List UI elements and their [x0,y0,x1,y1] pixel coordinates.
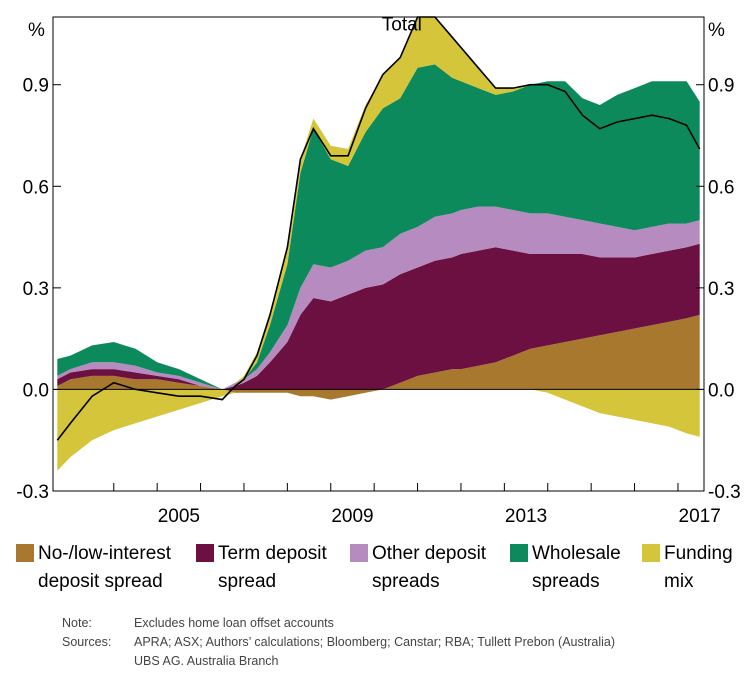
x-tick-label: 2005 [158,506,200,527]
legend-label-line2: mix [664,571,694,592]
x-ticks: 2005 2009 2013 2017 [113,483,721,527]
x-tick-label: 2009 [331,506,373,527]
legend-label-line2: deposit spread [38,571,163,592]
area-wholesale-spreads-positive [57,64,700,390]
note-label: Note: [62,616,92,630]
legend-label-line1: Term deposit [218,543,327,564]
sources-text: APRA; ASX; Authors’ calculations; Bloomb… [134,635,616,649]
legend-swatch [16,544,34,562]
y-ticks: -0.3 -0.3 0.0 0.0 0.3 0.3 0.6 0.6 0.9 0.9 [16,76,741,503]
total-line-layer [56,16,701,441]
legend-label-line1: No-/low-interest [38,543,172,564]
area-no-low-interest-deposit-spread-positive [57,314,700,390]
legend-label-line2: spreads [532,571,600,592]
y-tick-label-right: 0.0 [708,380,734,401]
area-funding-mix-negative [57,389,700,471]
y-tick-label-left: 0.9 [23,76,49,97]
sources-text-continued: UBS AG. Australia Branch [134,654,279,668]
legend-swatch [510,544,528,562]
legend-label-line2: spread [218,571,277,592]
y-tick-label-right: 0.9 [708,76,734,97]
chart: -0.3 -0.30.0 0.00.3 0.30.6 0.60.9 0.9 2005 200… [16,15,741,527]
legend: No-/low-interest deposit spread Term dep… [0,540,747,600]
area-other-deposit-spreads-positive [57,206,700,390]
legend-swatch [642,544,660,562]
total-annotation: Total [382,15,422,36]
legend-label-line2: spreads [372,571,440,592]
right-axis-label: % [708,20,725,41]
total-line [56,16,701,441]
area-term-deposit-spread-positive [57,243,700,390]
sources-label: Sources: [62,635,112,649]
legend-label-line1: Funding [664,543,733,564]
plot-frame [52,16,705,492]
legend-swatch [196,544,214,562]
x-tick-label: 2017 [679,506,721,527]
legend-label-line1: Other deposit [372,543,487,564]
x-tick-label: 2013 [505,506,547,527]
y-tick-label-right: 0.6 [708,177,734,198]
note-text: Excludes home loan offset accounts [134,616,334,630]
y-tick-label-right: 0.3 [708,279,734,300]
area-funding-mix-positive [57,17,700,390]
stacked-areas [57,17,700,471]
y-tick-label-left: -0.3 [16,482,49,503]
y-tick-label-left: 0.6 [23,177,49,198]
left-axis-label: % [28,20,45,41]
legend-label-line1: Wholesale [532,543,621,564]
y-tick-label-right: -0.3 [708,482,741,503]
y-tick-label-left: 0.3 [23,279,49,300]
y-tick-label-left: 0.0 [23,380,49,401]
legend-swatch [350,544,368,562]
